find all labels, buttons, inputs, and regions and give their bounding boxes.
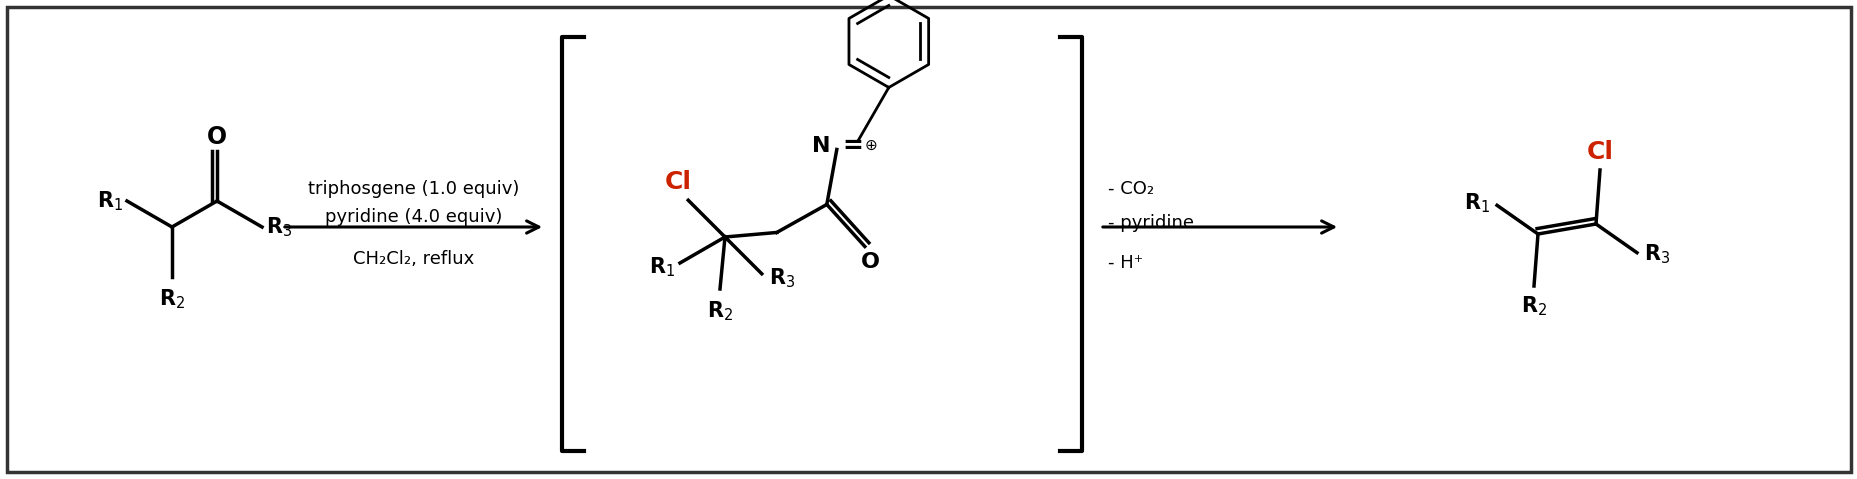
Text: - H⁺: - H⁺: [1107, 254, 1142, 272]
Text: - pyridine: - pyridine: [1107, 214, 1194, 232]
Text: - CO₂: - CO₂: [1107, 180, 1153, 198]
Text: Cl: Cl: [1586, 140, 1612, 164]
Text: R$_2$: R$_2$: [160, 287, 186, 311]
Text: Cl: Cl: [665, 170, 691, 194]
Text: pyridine (4.0 equiv): pyridine (4.0 equiv): [325, 208, 501, 226]
Text: R$_2$: R$_2$: [1521, 294, 1547, 318]
Text: triphosgene (1.0 equiv): triphosgene (1.0 equiv): [308, 180, 518, 198]
Text: N: N: [812, 137, 830, 157]
Text: R$_3$: R$_3$: [266, 215, 292, 239]
Text: R$_1$: R$_1$: [648, 255, 674, 279]
Text: R$_3$: R$_3$: [769, 266, 795, 290]
Text: CH₂Cl₂, reflux: CH₂Cl₂, reflux: [353, 250, 474, 268]
Text: R$_2$: R$_2$: [706, 299, 734, 323]
Text: =: =: [843, 135, 864, 159]
Text: O: O: [206, 125, 227, 149]
Text: O: O: [862, 252, 880, 273]
Text: $\oplus$: $\oplus$: [864, 138, 877, 153]
Text: R$_1$: R$_1$: [97, 189, 123, 213]
Text: R$_3$: R$_3$: [1643, 243, 1669, 266]
Text: R$_1$: R$_1$: [1463, 192, 1489, 215]
